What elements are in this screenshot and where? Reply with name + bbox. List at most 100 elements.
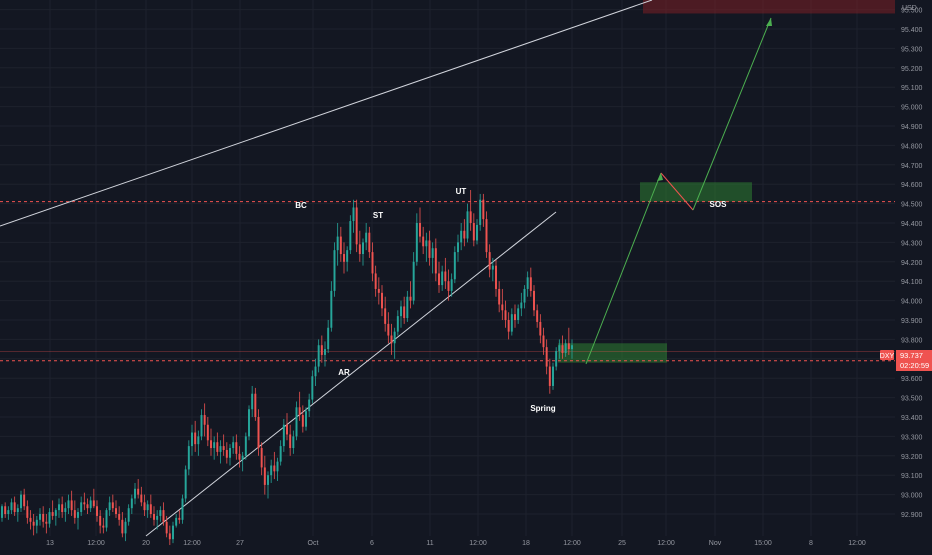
candle-body bbox=[238, 453, 241, 460]
candle-body bbox=[270, 465, 273, 476]
candle-body bbox=[225, 449, 228, 458]
candle-body bbox=[463, 230, 466, 239]
candle-body bbox=[453, 252, 456, 280]
candle-body bbox=[77, 512, 79, 518]
price-tick-label: 93.200 bbox=[901, 454, 923, 461]
candle-body bbox=[165, 521, 168, 534]
drawn-lines[interactable] bbox=[0, 0, 895, 537]
candle-body bbox=[466, 211, 469, 239]
candle-body bbox=[358, 244, 361, 255]
sos-box[interactable] bbox=[640, 182, 752, 202]
candle-body bbox=[339, 236, 342, 255]
candle-body bbox=[412, 261, 415, 301]
time-tick-label: 13 bbox=[46, 540, 54, 547]
candle-body bbox=[191, 432, 193, 447]
candle-body bbox=[263, 467, 266, 485]
candle-body bbox=[121, 519, 124, 534]
candle-body bbox=[58, 504, 60, 511]
candle-body bbox=[51, 512, 54, 516]
price-tick-label: 93.900 bbox=[901, 318, 923, 325]
candle-body bbox=[403, 306, 406, 319]
candle-body bbox=[457, 242, 459, 253]
annotation-spring: Spring bbox=[530, 404, 555, 413]
symbol-badge-bg bbox=[880, 350, 894, 360]
candle-body bbox=[13, 502, 16, 513]
candle-body bbox=[450, 279, 453, 291]
candle-body bbox=[365, 232, 368, 243]
candle-body bbox=[548, 366, 551, 386]
price-tick-label: 93.000 bbox=[901, 493, 923, 500]
projection-final-leg[interactable] bbox=[692, 17, 772, 211]
candle-body bbox=[102, 525, 105, 528]
candle-body bbox=[108, 502, 111, 511]
candle-body bbox=[561, 345, 564, 353]
time-tick-label: 12:00 bbox=[87, 540, 105, 547]
candle-body bbox=[111, 502, 114, 509]
price-tick-label: 94.900 bbox=[901, 124, 923, 131]
candle-body bbox=[393, 331, 396, 344]
upper-channel-line[interactable] bbox=[0, 0, 653, 227]
price-tick-label: 94.600 bbox=[901, 182, 923, 189]
candle-body bbox=[542, 335, 545, 348]
candle-body bbox=[54, 510, 57, 516]
candle-body bbox=[178, 517, 181, 520]
candle-body bbox=[23, 494, 26, 507]
candle-body bbox=[333, 250, 336, 291]
candle-body bbox=[314, 366, 317, 377]
candle-body bbox=[96, 506, 98, 516]
candle-body bbox=[571, 345, 573, 350]
candle-body bbox=[276, 461, 279, 472]
time-tick-label: Nov bbox=[709, 540, 722, 547]
candle-body bbox=[510, 314, 513, 332]
projection-arrowhead bbox=[657, 173, 663, 181]
candle-body bbox=[26, 506, 29, 518]
candle-body bbox=[476, 224, 478, 241]
candle-body bbox=[327, 327, 330, 350]
last-price-label: 93.737 bbox=[900, 351, 923, 360]
time-axis[interactable]: 13 12:00 20 12:00 27 Oct 6 11 12:00 18 12:00 25 12:0… bbox=[46, 540, 866, 547]
candle-body bbox=[479, 199, 482, 225]
candle-body bbox=[267, 475, 269, 485]
candle-body bbox=[175, 517, 178, 526]
projection-up-leg[interactable] bbox=[585, 172, 662, 365]
candle-body bbox=[491, 265, 494, 270]
price-tick-label: 94.800 bbox=[901, 143, 923, 150]
candle-body bbox=[384, 308, 387, 324]
candle-body bbox=[137, 488, 140, 495]
price-tick-label: 95.300 bbox=[901, 46, 923, 53]
accumulation-box[interactable] bbox=[558, 343, 667, 363]
rising-trendline[interactable] bbox=[145, 211, 557, 537]
candle-body bbox=[70, 500, 73, 511]
candle-body bbox=[362, 242, 364, 255]
projection-pullback-leg[interactable] bbox=[660, 172, 694, 211]
candle-body bbox=[10, 502, 13, 511]
candle-body bbox=[241, 455, 244, 460]
candle-body bbox=[67, 500, 70, 509]
candle-body bbox=[444, 271, 447, 282]
target-box[interactable] bbox=[643, 0, 895, 14]
time-tick-label: 12:00 bbox=[657, 540, 675, 547]
candle-body bbox=[498, 288, 501, 305]
candle-body bbox=[501, 304, 504, 311]
projection-arrowhead bbox=[766, 18, 772, 26]
candle-body bbox=[156, 515, 159, 520]
candle-body bbox=[415, 223, 418, 262]
price-tick-label: 94.700 bbox=[901, 163, 923, 170]
candle-body bbox=[159, 510, 162, 516]
price-tick-label: 94.400 bbox=[901, 221, 923, 228]
candle-body bbox=[124, 521, 127, 534]
candle-body bbox=[64, 508, 67, 513]
candle-body bbox=[371, 252, 374, 274]
candle-body bbox=[526, 277, 529, 289]
time-tick-label: 6 bbox=[370, 540, 374, 547]
candles bbox=[1, 190, 573, 546]
price-tick-label: 94.100 bbox=[901, 279, 923, 286]
candle-body bbox=[514, 314, 516, 320]
candle-body bbox=[536, 310, 539, 322]
candle-body bbox=[336, 236, 339, 251]
candle-body bbox=[298, 407, 301, 416]
candle-body bbox=[387, 323, 390, 336]
